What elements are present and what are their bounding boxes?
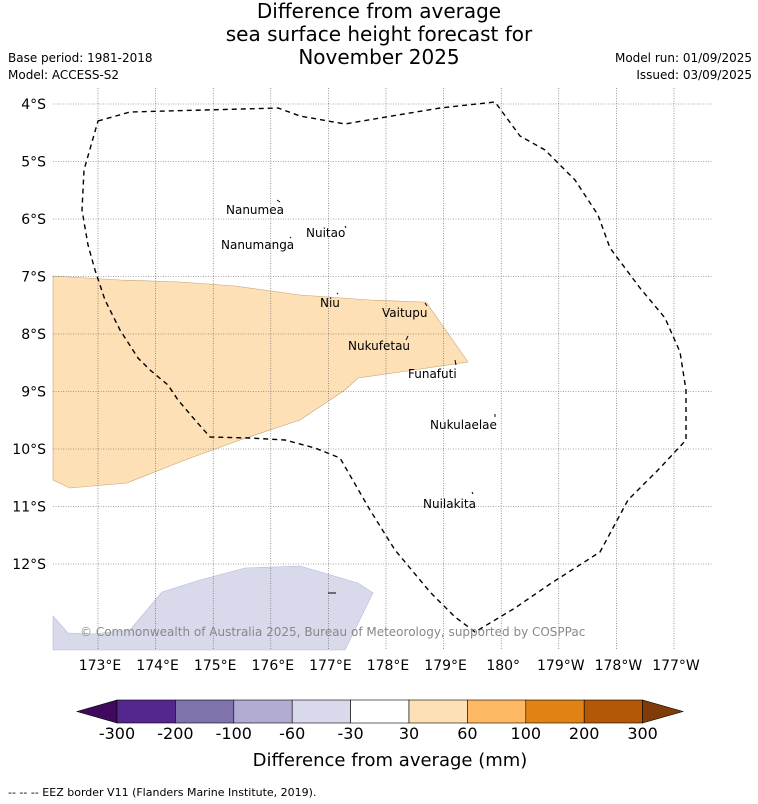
lon-tick-label: 177°W: [652, 658, 700, 674]
colorbar: [75, 699, 685, 724]
lon-tick-label: 179°E: [424, 658, 467, 674]
colorbar-tick: 60: [457, 724, 478, 743]
positive-anomaly-area: [52, 275, 469, 489]
lat-tick-label: 10°S: [12, 442, 46, 458]
lon-tick-label: 178°W: [595, 658, 643, 674]
colorbar-segment: [583, 699, 643, 724]
island-mark-nuitao: [344, 225, 347, 229]
colorbar-extend-high: [642, 699, 685, 724]
colorbar-tick: -30: [337, 724, 364, 743]
island-label-nukulaelae: Nukulaelae: [430, 418, 497, 432]
island-label-nuitao: Nuitao: [306, 226, 345, 240]
island-label-nukufetau: Nukufetau: [348, 339, 410, 353]
island-mark-nukufetau: [405, 335, 409, 341]
title-line-3: November 2025: [298, 45, 460, 69]
island-label-funafuti: Funafuti: [408, 367, 457, 381]
island-mark-vaitupu: [424, 302, 428, 307]
lon-tick-label: 173°E: [79, 658, 122, 674]
colorbar-segment: [291, 699, 351, 724]
island-mark-funafuti: [454, 359, 457, 366]
eez-border: [81, 101, 687, 633]
base-period: Base period: 1981-2018: [8, 51, 153, 65]
island-mark-nanumea: [276, 199, 281, 203]
lat-tick-label: 11°S: [12, 500, 46, 516]
title-line-1: Difference from average: [256, 0, 502, 23]
lat-tick-label: 5°S: [21, 155, 46, 171]
colorbar-tick: 200: [568, 724, 600, 743]
lat-tick-label: 9°S: [21, 385, 46, 401]
colorbar-tick: 100: [510, 724, 542, 743]
model-run: Model run: 01/09/2025: [614, 51, 752, 65]
colorbar-extend-low: [75, 699, 118, 724]
lon-tick-label: 177°E: [309, 658, 352, 674]
colorbar-segment: [116, 699, 176, 724]
colorbar-segment: [175, 699, 235, 724]
lat-tick-label: 8°S: [21, 327, 46, 343]
map-title: Difference from average sea surface heig…: [0, 0, 758, 69]
lat-tick-label: 7°S: [21, 270, 46, 286]
title-line-2: sea surface height forecast for: [225, 22, 533, 46]
colorbar-segment: [233, 699, 293, 724]
colorbar-tick: -300: [98, 724, 136, 743]
colorbar-title: Difference from average (mm): [252, 750, 528, 771]
island-label-nuilakita: Nuilakita: [423, 497, 476, 511]
eez-footnote: -- -- -- EEZ border V11 (Flanders Marine…: [8, 786, 317, 799]
lon-tick-label: 175°E: [194, 658, 237, 674]
issued-date: Issued: 03/09/2025: [636, 68, 752, 82]
model-name: Model: ACCESS-S2: [8, 68, 120, 82]
island-label-niu: Niu: [320, 296, 340, 310]
island-markers: [276, 199, 496, 594]
colorbar-segment: [350, 699, 410, 724]
colorbar-segment: [525, 699, 585, 724]
island-label-vaitupu: Vaitupu: [382, 306, 428, 320]
island-mark-nanumanga: [289, 236, 292, 239]
colorbar-segment: [467, 699, 527, 724]
lon-tick-label: 178°E: [367, 658, 410, 674]
meta-left: Base period: 1981-2018 Model: ACCESS-S2: [8, 50, 153, 84]
lon-tick-label: 174°E: [136, 658, 179, 674]
island-mark-niu: [336, 292, 339, 295]
lat-tick-label: 12°S: [12, 557, 46, 573]
lon-tick-label: 179°W: [537, 658, 585, 674]
colorbar-tick: 30: [398, 724, 420, 743]
lon-tick-label: 180°: [486, 658, 520, 674]
lat-tick-label: 4°S: [21, 97, 46, 113]
colorbar-tick: -100: [215, 724, 252, 743]
colorbar-tick: 300: [627, 724, 658, 743]
colorbar-segment: [408, 699, 468, 724]
island-label-nanumea: Nanumea: [226, 203, 284, 217]
colorbar-tick: -200: [157, 724, 194, 743]
colorbar-tick: -60: [279, 724, 306, 743]
lat-tick-label: 6°S: [21, 212, 46, 228]
graticule: [53, 88, 713, 650]
copyright-notice: © Commonwealth of Australia 2025, Bureau…: [80, 625, 585, 639]
meta-right: Model run: 01/09/2025 Issued: 03/09/2025: [615, 50, 752, 84]
lon-tick-label: 176°E: [252, 658, 295, 674]
island-label-nanumanga: Nanumanga: [221, 238, 294, 252]
island-mark-nuilakita: [471, 491, 474, 495]
